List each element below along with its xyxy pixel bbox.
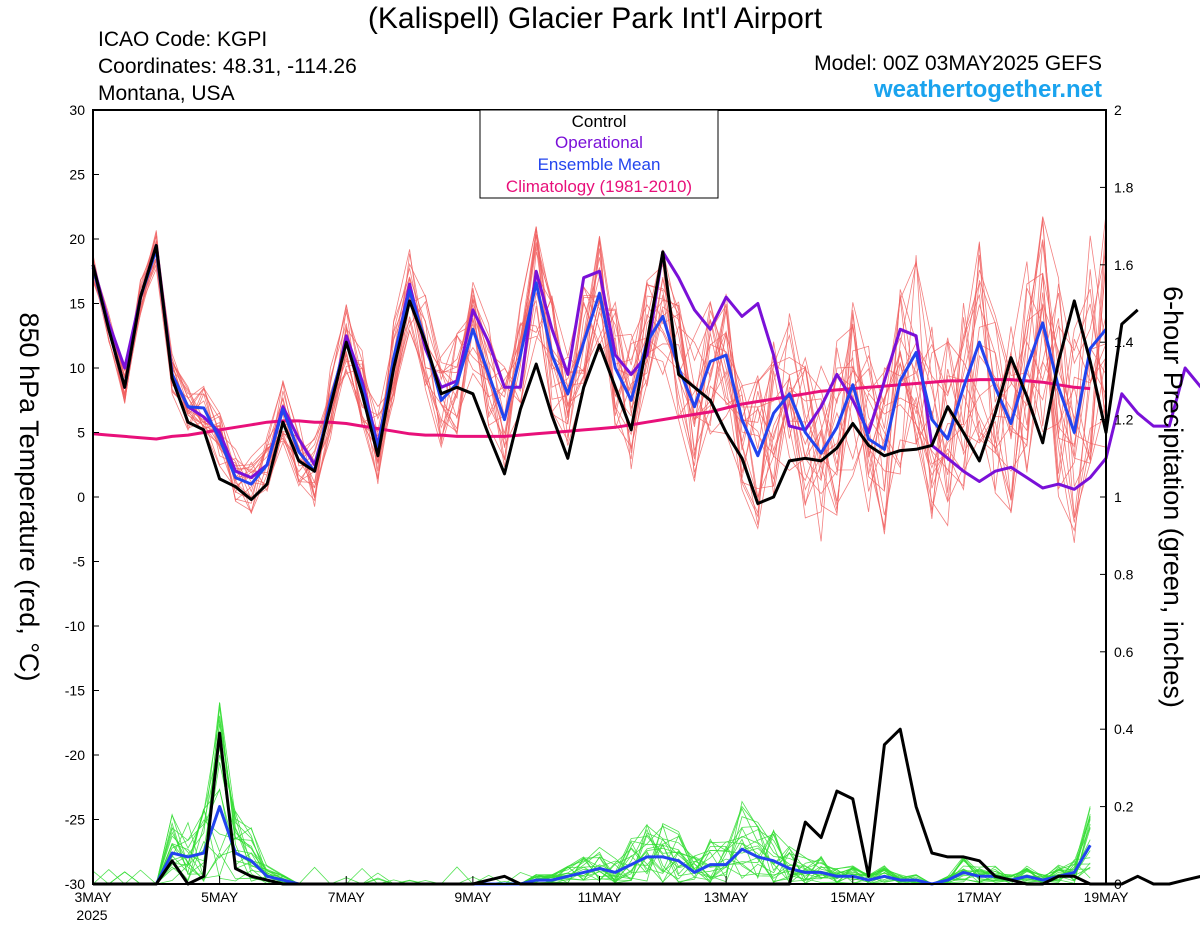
left-tick-label: 5 (77, 425, 85, 441)
ensemble-members (92, 213, 1107, 885)
right-tick-label: 2 (1114, 102, 1122, 118)
x-tick-label: 19MAY (1084, 889, 1130, 905)
left-tick-label: -5 (73, 554, 86, 570)
icao-code: ICAO Code: KGPI (98, 28, 268, 51)
legend: Control Operational Ensemble Mean Climat… (479, 109, 719, 199)
right-tick-label: 0.2 (1114, 799, 1134, 815)
legend-climatology: Climatology (1981-2010) (506, 177, 692, 196)
precip-member-line (93, 747, 1091, 885)
series-lines (91, 244, 1200, 886)
model-run: Model: 00Z 03MAY2025 GEFS (814, 52, 1102, 75)
precip-ensemble-mean-line (93, 805, 1092, 886)
legend-control: Control (572, 112, 627, 131)
right-tick-label: 0.6 (1114, 644, 1134, 660)
location: Montana, USA (98, 82, 235, 105)
left-tick-label: -25 (65, 812, 85, 828)
x-tick-label: 7MAY (328, 889, 366, 905)
temp-member-line (92, 229, 1107, 505)
left-tick-label: 30 (69, 102, 85, 118)
right-tick-label: 1.2 (1114, 412, 1134, 428)
right-tick-label: 0.8 (1114, 566, 1134, 582)
left-tick-label: -30 (65, 876, 85, 892)
legend-ensemble-mean: Ensemble Mean (538, 155, 661, 174)
left-tick-label: -10 (65, 618, 85, 634)
left-tick-label: 25 (69, 167, 85, 183)
x-tick-label: 15MAY (830, 889, 876, 905)
temp-member-line (92, 242, 1107, 514)
precip-member-line (93, 815, 1091, 885)
right-tick-label: 1.6 (1114, 257, 1134, 273)
temp-ensemble-mean-line (91, 247, 1108, 486)
chart-title: (Kalispell) Glacier Park Int'l Airport (367, 2, 823, 35)
x-tick-label: 9MAY (454, 889, 492, 905)
precip-member-line (93, 738, 1091, 885)
precip-member-line (92, 814, 1091, 885)
temp-member-line (92, 241, 1107, 518)
plot-frame (92, 109, 1107, 885)
right-axis-label: 6-hour Precipitation (green, inches) (1158, 286, 1188, 708)
right-tick-label: 1.8 (1114, 179, 1134, 195)
right-tick-label: 1 (1114, 489, 1122, 505)
x-year-label: 2025 (76, 907, 107, 923)
precip-member-line (93, 816, 1091, 885)
x-tick-label: 11MAY (578, 889, 622, 905)
left-tick-label: 15 (69, 296, 85, 312)
left-tick-label: -20 (65, 747, 85, 763)
precip-control-line (93, 727, 1200, 886)
x-tick-label: 13MAY (704, 889, 750, 905)
x-tick-label: 5MAY (201, 889, 239, 905)
right-tick-label: 0.4 (1114, 721, 1134, 737)
x-tick-label: 17MAY (957, 889, 1003, 905)
right-tick-label: 0 (1114, 876, 1122, 892)
left-axis-label: 850 hPa Temperature (red, °C) (14, 313, 44, 682)
coordinates: Coordinates: 48.31, -114.26 (98, 55, 357, 78)
legend-operational: Operational (555, 133, 643, 152)
left-tick-label: 0 (77, 489, 85, 505)
x-tick-label: 3MAY (74, 889, 112, 905)
left-tick-label: 10 (69, 360, 85, 376)
left-tick-label: -15 (65, 683, 85, 699)
right-tick-label: 1.4 (1114, 334, 1134, 350)
site-link[interactable]: weathertogether.net (873, 76, 1102, 103)
temp-member-line (92, 234, 1107, 535)
legend-box (479, 109, 719, 199)
left-tick-label: 20 (69, 231, 85, 247)
temp-member-line (92, 226, 1107, 512)
temp-control-line (91, 244, 1139, 505)
